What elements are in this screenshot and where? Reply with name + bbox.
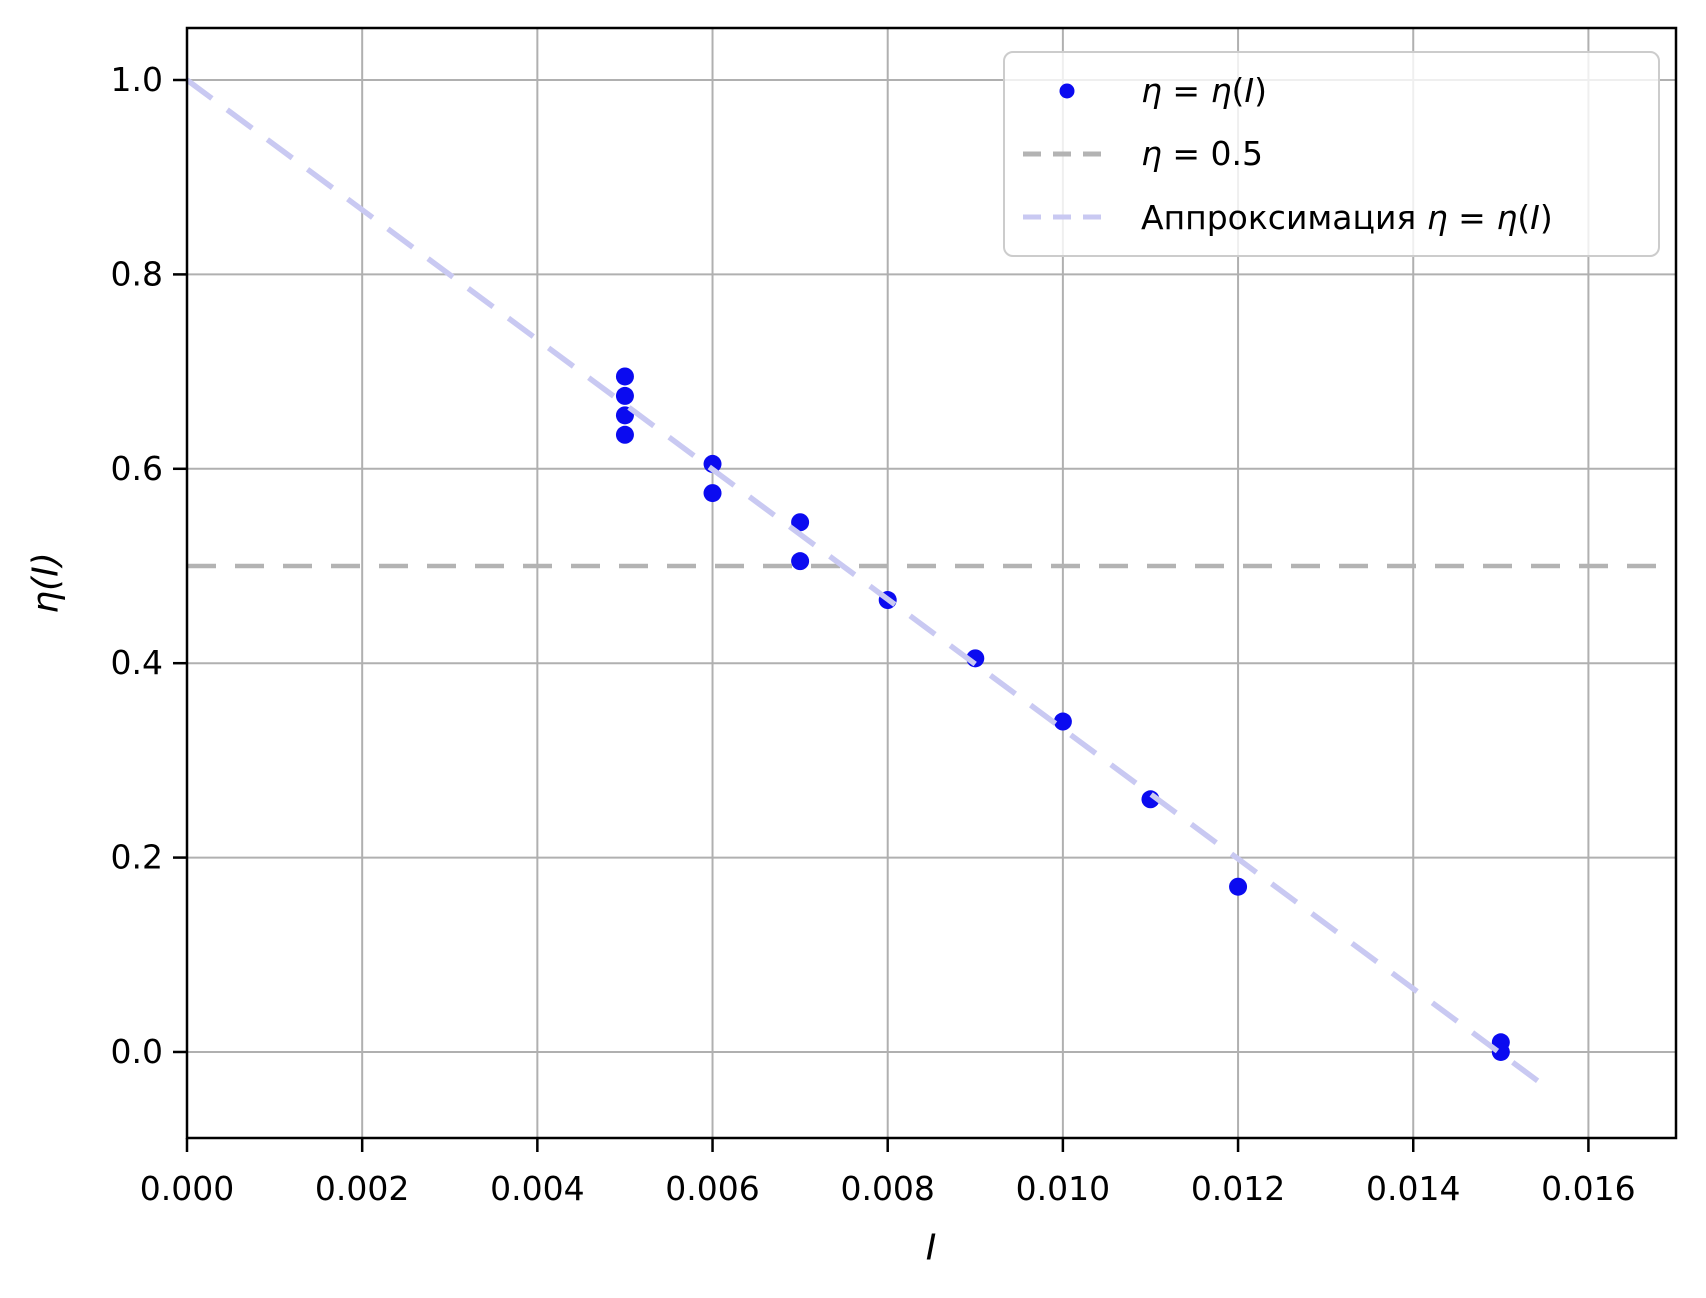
legend-marker-canvas — [1059, 83, 1075, 99]
data-point — [615, 386, 634, 405]
y-tick-label: 0.8 — [111, 254, 163, 293]
legend-entry: η = η(I) — [1019, 59, 1648, 122]
data-point — [615, 367, 634, 386]
y-tick-label: 0.6 — [111, 449, 163, 488]
tick-label-layer: 0.000 0.002 0.004 0.006 0.008 0.010 0.012 0.014… — [111, 60, 1636, 1208]
data-point — [703, 484, 722, 503]
x-tick-label: 0.006 — [665, 1169, 759, 1208]
y-tick-label: 0.2 — [111, 838, 163, 877]
series-layer — [185, 77, 1676, 1089]
legend-label: Аппроксимация η = η(I) — [1141, 197, 1553, 237]
x-tick-label: 0.004 — [490, 1169, 584, 1208]
fit-line — [185, 77, 1547, 1089]
data-point — [1053, 712, 1072, 731]
x-tick-label: 0.014 — [1366, 1169, 1460, 1208]
legend-dot — [1059, 83, 1075, 99]
legend-dash-marker-icon — [1019, 142, 1115, 166]
legend-dash-marker-icon — [1019, 205, 1115, 229]
legend-marker-canvas — [1023, 214, 1111, 220]
data-point — [615, 425, 634, 444]
y-tick-label: 1.0 — [111, 60, 163, 99]
x-tick-label: 0.012 — [1191, 1169, 1285, 1208]
legend-entry: Аппроксимация η = η(I) — [1019, 186, 1648, 249]
x-tick-label: 0.016 — [1541, 1169, 1635, 1208]
x-tick-label: 0.010 — [1016, 1169, 1110, 1208]
tick-layer — [173, 78, 1590, 1152]
data-point — [791, 513, 810, 532]
legend-entry: η = 0.5 — [1019, 122, 1648, 185]
legend-label: η = 0.5 — [1141, 134, 1264, 174]
legend: η = η(I) η = 0.5 Аппроксимация η = η(I) — [1003, 51, 1660, 257]
plot-border — [185, 26, 1678, 1140]
legend-dot-marker-icon — [1019, 79, 1115, 103]
x-tick-label: 0.008 — [840, 1169, 934, 1208]
y-tick-label: 0.4 — [111, 643, 163, 682]
x-axis-label: I — [925, 1227, 937, 1269]
data-point — [703, 454, 722, 473]
y-tick-label: 0.0 — [111, 1032, 163, 1071]
data-point — [791, 552, 810, 571]
axes-spines — [185, 26, 1678, 1140]
x-tick-label: 0.000 — [140, 1169, 234, 1208]
legend-label: η = η(I) — [1141, 71, 1267, 111]
legend-marker-canvas — [1023, 151, 1111, 157]
y-axis-label: η(I) — [25, 552, 67, 614]
x-tick-label: 0.002 — [315, 1169, 409, 1208]
data-point — [1229, 877, 1248, 896]
